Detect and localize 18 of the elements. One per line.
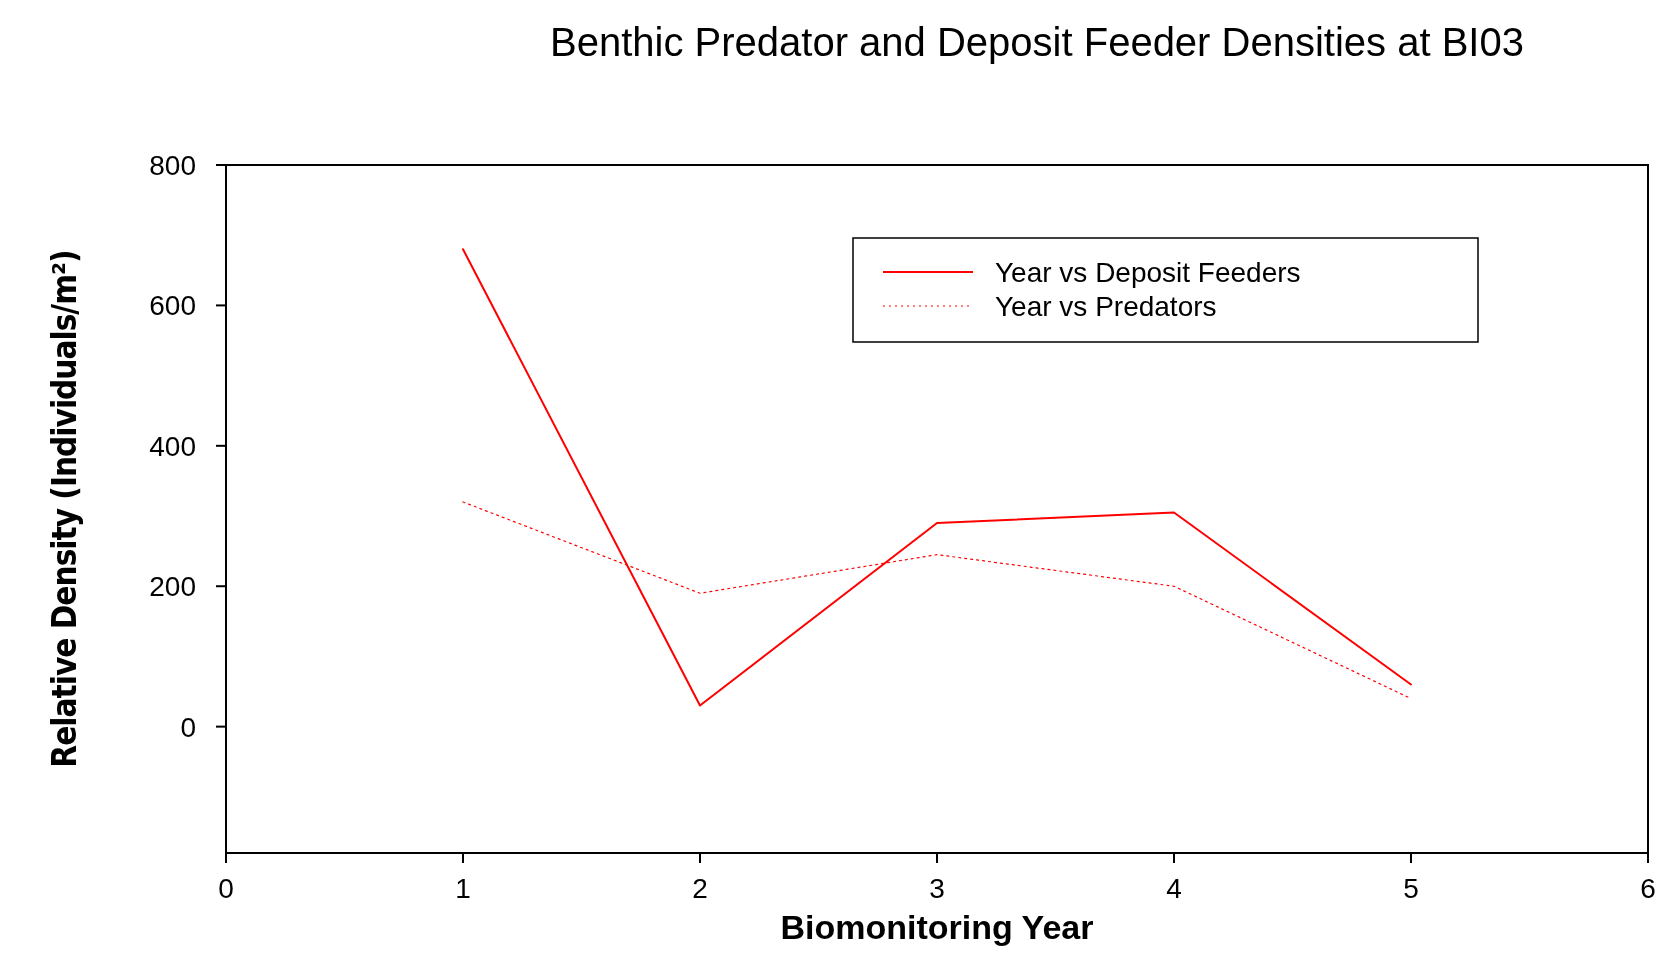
- y-axis-title: Relative Density (Individuals/m²): [45, 250, 84, 768]
- x-tick-label: 6: [1640, 873, 1656, 904]
- x-tick-label: 5: [1403, 873, 1419, 904]
- legend-label: Year vs Deposit Feeders: [995, 257, 1301, 288]
- y-tick-label: 400: [149, 430, 196, 462]
- x-tick-label: 4: [1166, 873, 1182, 904]
- legend-label: Year vs Predators: [995, 291, 1217, 322]
- chart-title: Benthic Predator and Deposit Feeder Densities at BI03: [550, 20, 1524, 64]
- line-series: [462, 248, 1412, 707]
- x-tick-label: 3: [929, 873, 945, 904]
- x-tick-label: 1: [455, 873, 471, 904]
- y-tick-label: 0: [180, 711, 196, 743]
- y-tick-label: 600: [149, 290, 196, 322]
- x-tick-label: 0: [218, 873, 234, 904]
- x-tick-label: 2: [692, 873, 708, 904]
- y-tick-label: 200: [149, 571, 196, 603]
- x-axis-title: Biomonitoring Year: [780, 908, 1094, 946]
- y-tick-label: 800: [149, 150, 196, 181]
